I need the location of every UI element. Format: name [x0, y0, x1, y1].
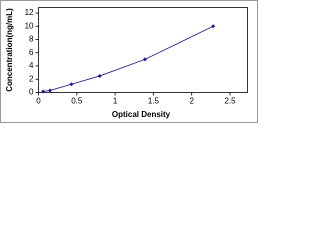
y-axis-label: Concentration(ng/mL)	[5, 8, 14, 92]
y-tick-label: 10	[25, 21, 34, 30]
outer-frame	[0, 0, 258, 123]
x-tick-label: 1.5	[148, 97, 160, 106]
chart: Optical Density Concentration(ng/mL) 0 2 4…	[0, 0, 258, 123]
y-tick-label: 0	[29, 88, 34, 97]
x-tick-label: 2.5	[224, 97, 236, 106]
point	[97, 73, 102, 78]
point	[41, 89, 46, 94]
x-tick-label: 0.5	[71, 97, 83, 106]
point	[47, 88, 52, 93]
y-tick-label: 8	[29, 35, 34, 44]
x-tick-label: 1	[113, 97, 118, 106]
point	[142, 57, 147, 62]
plot-frame	[38, 7, 248, 93]
x-tick-label: 2	[189, 97, 194, 106]
point	[69, 82, 74, 87]
y-tick-label: 4	[29, 61, 34, 70]
x-axis-label: Optical Density	[112, 110, 171, 119]
y-tick-label: 2	[29, 74, 34, 83]
x-tick-label: 0	[36, 97, 41, 106]
y-tick-label: 12	[25, 8, 34, 17]
point	[211, 24, 216, 29]
y-tick-label: 6	[29, 48, 34, 57]
page: Optical Density Concentration(ng/mL) 0 2 4…	[0, 0, 258, 123]
